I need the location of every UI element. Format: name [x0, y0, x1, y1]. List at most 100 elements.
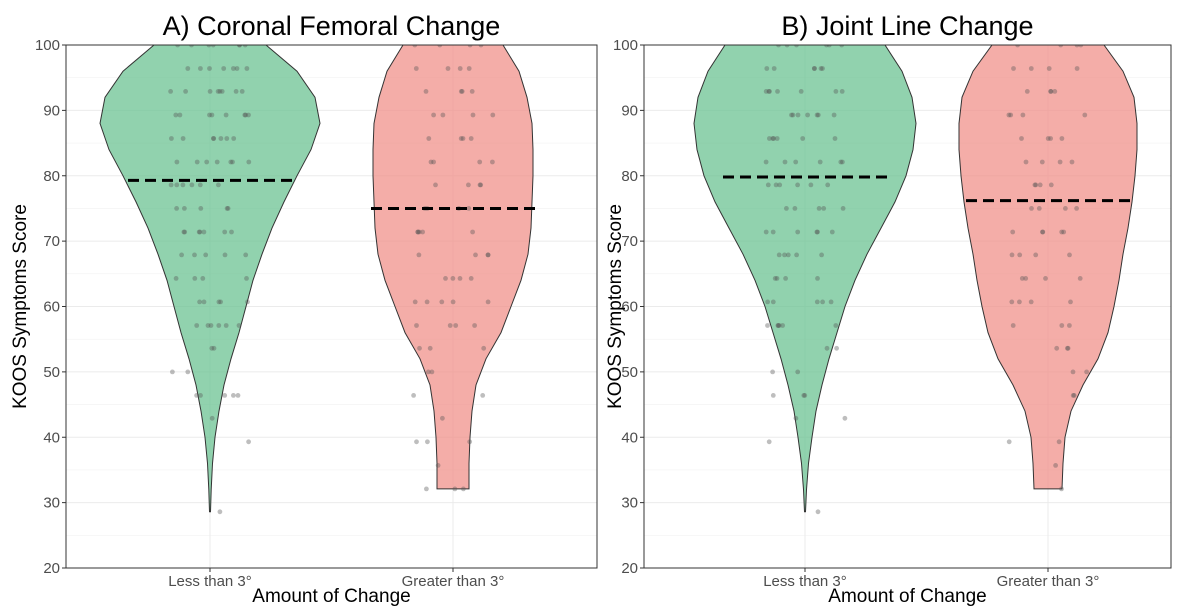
data-point: [480, 393, 486, 398]
data-point: [222, 393, 228, 398]
data-point: [453, 323, 459, 328]
data-point: [435, 463, 441, 468]
data-point: [460, 136, 466, 141]
data-point: [485, 252, 491, 258]
data-point: [414, 323, 419, 328]
data-point: [793, 159, 799, 165]
data-point: [198, 66, 203, 71]
y-tick-label: 30: [43, 495, 60, 512]
data-point: [222, 229, 228, 235]
violin-greater-than-3: [958, 45, 1138, 490]
data-point: [824, 45, 829, 48]
data-point: [1059, 136, 1065, 141]
data-point: [207, 66, 212, 71]
data-point: [194, 393, 200, 398]
data-point: [200, 276, 206, 281]
data-point: [775, 323, 781, 328]
data-point: [452, 486, 458, 492]
data-point: [174, 182, 180, 188]
data-point: [209, 415, 215, 421]
data-point: [1043, 276, 1048, 281]
data-point: [211, 345, 217, 351]
data-point: [440, 415, 445, 421]
data-point: [1048, 136, 1053, 141]
data-point: [1009, 299, 1015, 305]
data-point: [458, 89, 464, 94]
data-point: [838, 159, 844, 165]
data-point: [197, 182, 203, 188]
data-point: [782, 159, 788, 165]
plot-area: [99, 45, 535, 515]
data-point: [222, 252, 228, 258]
chart-panel-a: 20 30 40 50 60 70 80 90 100 Less than 3° Greater t…: [10, 11, 598, 607]
panel-title: A) Coronal Femoral Change: [163, 11, 501, 41]
data-point: [1006, 439, 1012, 445]
data-point: [413, 66, 419, 71]
y-tick-label: 100: [35, 37, 60, 54]
data-point: [198, 393, 203, 398]
data-point: [420, 229, 425, 235]
data-point: [201, 229, 207, 235]
data-point: [207, 112, 212, 118]
y-tick-label: 60: [43, 299, 60, 316]
data-point: [467, 45, 473, 48]
data-point: [245, 299, 250, 305]
y-tick-label: 60: [621, 299, 638, 316]
x-tick-label: Greater than 3°: [402, 573, 505, 590]
data-point: [197, 229, 203, 235]
data-point: [208, 323, 214, 328]
data-point: [767, 136, 772, 141]
data-point: [217, 509, 223, 515]
data-point: [228, 159, 234, 165]
data-point: [1045, 136, 1051, 141]
data-point: [416, 252, 422, 258]
data-point: [828, 299, 834, 305]
data-point: [182, 206, 187, 211]
data-point: [490, 112, 496, 118]
data-point: [774, 276, 780, 281]
data-point: [185, 66, 191, 71]
data-point: [433, 182, 438, 188]
data-point: [1020, 112, 1026, 118]
data-point: [785, 252, 791, 258]
data-point: [1010, 323, 1016, 328]
data-point: [815, 229, 820, 235]
data-point: [805, 112, 810, 118]
data-point: [818, 66, 824, 71]
data-point: [765, 323, 770, 328]
y-axis-title: KOOS Symptoms Score: [605, 204, 626, 409]
violin-greater-than-3: [372, 45, 534, 490]
data-point: [466, 182, 471, 188]
y-tick-label: 80: [621, 168, 638, 185]
data-point: [218, 299, 224, 305]
data-point: [231, 66, 236, 71]
data-point: [1046, 66, 1052, 71]
y-tick-label: 70: [43, 233, 60, 250]
data-point: [825, 182, 831, 188]
data-point: [236, 45, 242, 48]
data-point: [819, 252, 824, 258]
y-tick-label: 90: [43, 102, 60, 119]
data-point: [174, 206, 180, 211]
data-point: [798, 89, 804, 94]
data-point: [771, 136, 776, 141]
data-point: [1052, 89, 1058, 94]
data-point: [211, 136, 217, 141]
data-point: [820, 66, 825, 71]
data-point: [770, 299, 776, 305]
data-point: [801, 393, 807, 398]
data-point: [457, 276, 463, 281]
data-point: [477, 182, 483, 188]
y-tick-label: 20: [43, 560, 60, 577]
data-point: [468, 276, 474, 281]
data-point: [485, 252, 491, 258]
y-tick-label: 40: [43, 429, 60, 446]
data-point: [1069, 159, 1075, 165]
data-point: [770, 136, 776, 141]
data-point: [1059, 323, 1065, 328]
data-point: [815, 509, 821, 515]
data-point: [1036, 206, 1042, 211]
data-point: [169, 136, 174, 141]
data-point: [1074, 206, 1079, 211]
data-point: [784, 206, 789, 211]
